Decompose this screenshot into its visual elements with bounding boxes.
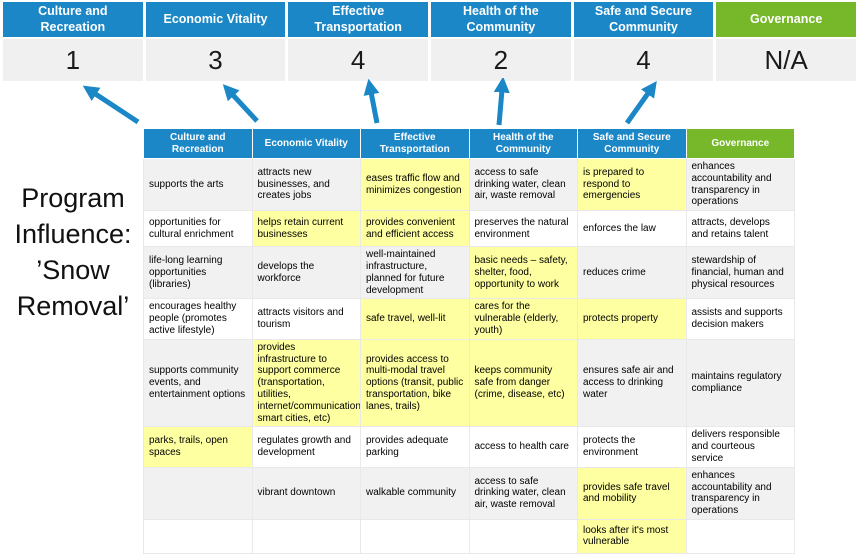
matrix-header-governance: Governance (685, 128, 795, 159)
scoreboard-score-governance: N/A (716, 39, 856, 81)
matrix-row-7: vibrant downtown walkable community access… (143, 466, 795, 520)
scoreboard-column-economic-vitality: Economic Vitality 3 (145, 2, 286, 81)
matrix-cell: enhances accountability and transparency… (685, 466, 795, 520)
scoreboard-score-economic-vitality: 3 (145, 39, 286, 81)
matrix-header-health-of-the-community: Health of the Community (468, 128, 578, 159)
matrix-cell-empty (360, 518, 470, 554)
matrix-cell: attracts, develops and retains talent (685, 210, 795, 248)
scoreboard-header-economic-vitality: Economic Vitality (145, 2, 286, 37)
matrix-cell: access to safe drinking water, clean air… (468, 157, 578, 212)
matrix-cell-empty (251, 518, 361, 554)
matrix-cell: protects property (577, 298, 687, 340)
matrix-cell: enforces the law (577, 210, 687, 248)
matrix-cell: well-maintained infrastructure, planned … (360, 246, 470, 300)
matrix-header-culture-and-recreation: Culture and Recreation (143, 128, 253, 159)
matrix-cell: provides convenient and efficient access (360, 210, 470, 248)
matrix-cell: delivers responsible and courteous servi… (685, 426, 795, 468)
matrix-cell: stewardship of financial, human and phys… (685, 246, 795, 300)
matrix-cell: attracts new businesses, and creates job… (251, 157, 361, 212)
influence-matrix: Culture and Recreation Economic Vitality E… (143, 128, 795, 554)
matrix-cell: supports the arts (143, 157, 253, 212)
matrix-row-1: supports the arts attracts new businesses… (143, 157, 795, 212)
scoreboard-column-culture-and-recreation: Culture and Recreation 1 (3, 2, 143, 81)
matrix-cell: ensures safe air and access to drinking … (577, 338, 687, 428)
matrix-cell: provides access to multi-modal travel op… (360, 338, 470, 428)
matrix-cell: encourages healthy people (promotes acti… (143, 298, 253, 340)
matrix-cell: develops the workforce (251, 246, 361, 300)
arrow-up-icon-5 (624, 80, 657, 125)
arrow-up-icon-1 (82, 85, 140, 125)
matrix-cell: looks after it's most vulnerable (577, 518, 687, 554)
scoreboard-score-culture-and-recreation: 1 (3, 39, 143, 81)
program-title: Program Influence: ’Snow Removal’ (14, 183, 132, 321)
matrix-header-effective-transportation: Effective Transportation (360, 128, 470, 159)
matrix-cell: provides adequate parking (360, 426, 470, 468)
slide: Culture and Recreation 1 Economic Vitality… (3, 2, 856, 554)
matrix-cell: maintains regulatory compliance (685, 338, 795, 428)
matrix-cell: parks, trails, open spaces (143, 426, 253, 468)
scoreboard-header-effective-transportation: Effective Transportation (288, 2, 428, 37)
matrix-cell: reduces crime (577, 246, 687, 300)
scoreboard-score-effective-transportation: 4 (288, 39, 428, 81)
matrix-row-3: life-long learning opportunities (librar… (143, 246, 795, 300)
matrix-cell: opportunities for cultural enrichment (143, 210, 253, 248)
scoreboard-header-culture-and-recreation: Culture and Recreation (3, 2, 143, 37)
matrix-cell: access to safe drinking water, clean air… (468, 466, 578, 520)
matrix-row-2: opportunities for cultural enrichment hel… (143, 210, 795, 248)
influence-arrows (82, 78, 657, 126)
matrix-header-economic-vitality: Economic Vitality (251, 128, 361, 159)
arrow-up-icon-3 (363, 78, 380, 124)
matrix-row-8: looks after it's most vulnerable (143, 518, 795, 554)
matrix-cell: supports community events, and entertain… (143, 338, 253, 428)
matrix-cell: preserves the natural environment (468, 210, 578, 248)
matrix-row-4: encourages healthy people (promotes acti… (143, 298, 795, 340)
matrix-row-5: supports community events, and entertain… (143, 338, 795, 428)
matrix-cell: protects the environment (577, 426, 687, 468)
matrix-cell: basic needs – safety, shelter, food, opp… (468, 246, 578, 300)
matrix-cell: life-long learning opportunities (librar… (143, 246, 253, 300)
scoreboard-score-safe-and-secure-community: 4 (573, 39, 714, 81)
matrix-cell: regulates growth and development (251, 426, 361, 468)
scoreboard-column-health-of-the-community: Health of the Community 2 (431, 2, 571, 81)
scoreboard-column-effective-transportation: Effective Transportation 4 (288, 2, 428, 81)
matrix-cell: cares for the vulnerable (elderly, youth… (468, 298, 578, 340)
matrix-cell-empty (143, 518, 253, 554)
matrix-row-6: parks, trails, open spaces regulates grow… (143, 426, 795, 468)
scoreboard-column-safe-and-secure-community: Safe and Secure Community 4 (573, 2, 714, 81)
matrix-cell-empty (468, 518, 578, 554)
arrow-up-icon-2 (222, 84, 259, 123)
matrix-cell: assists and supports decision makers (685, 298, 795, 340)
scoreboard-column-governance: Governance N/A (716, 2, 856, 81)
matrix-cell: is prepared to respond to emergencies (577, 157, 687, 212)
scoreboard-score-health-of-the-community: 2 (431, 39, 571, 81)
matrix-cell: attracts visitors and tourism (251, 298, 361, 340)
arrow-up-icon-4 (493, 78, 510, 126)
matrix-cell-empty (685, 518, 795, 554)
matrix-cell-empty (143, 466, 253, 520)
matrix-cell: safe travel, well-lit (360, 298, 470, 340)
matrix-cell: eases traffic flow and minimizes congest… (360, 157, 470, 212)
matrix-cell: provides safe travel and mobility (577, 466, 687, 520)
scoreboard-header-safe-and-secure-community: Safe and Secure Community (573, 2, 714, 37)
scoreboard-header-governance: Governance (716, 2, 856, 37)
matrix-header-safe-and-secure-community: Safe and Secure Community (577, 128, 687, 159)
matrix-cell: provides infrastructure to support comme… (251, 338, 361, 428)
matrix-cell: walkable community (360, 466, 470, 520)
matrix-cell: keeps community safe from danger (crime,… (468, 338, 578, 428)
scoreboard-header-health-of-the-community: Health of the Community (431, 2, 571, 37)
matrix-cell: vibrant downtown (251, 466, 361, 520)
scoreboard: Culture and Recreation 1 Economic Vitality… (3, 2, 856, 81)
matrix-cell: access to health care (468, 426, 578, 468)
matrix-cell: helps retain current businesses (251, 210, 361, 248)
matrix-cell: enhances accountability and transparency… (685, 157, 795, 212)
